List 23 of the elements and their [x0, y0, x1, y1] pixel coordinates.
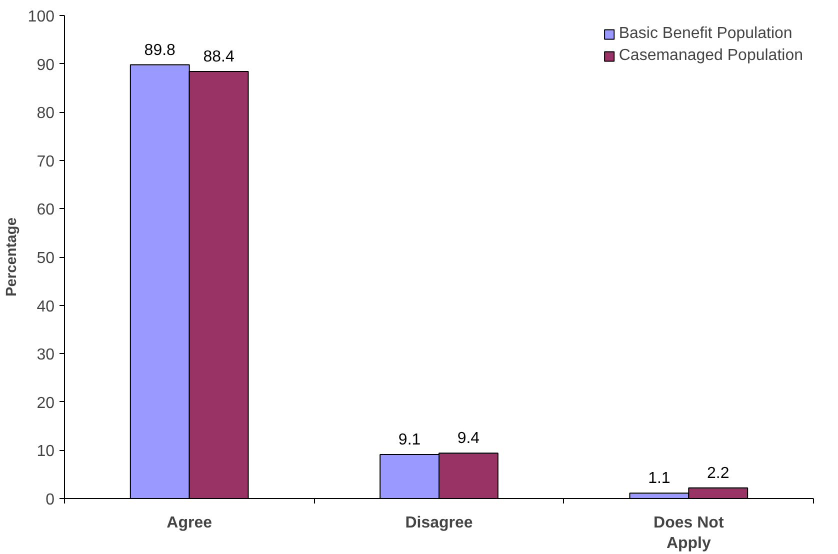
y-tick-label: 0: [46, 492, 55, 508]
y-axis-title: Percentage: [4, 217, 20, 297]
y-tick-label: 10: [36, 443, 55, 460]
y-tick-label: 20: [36, 394, 55, 412]
data-label: 9.1: [398, 432, 421, 449]
x-tick-label: Does Not Apply: [654, 514, 724, 552]
data-label: 9.4: [457, 430, 480, 448]
legend-label: Casemanaged Population: [618, 47, 803, 65]
y-tick-label: 100: [28, 8, 55, 26]
data-label: 2.2: [707, 464, 730, 482]
y-tick-label: 80: [36, 105, 55, 122]
y-tick-label: 40: [36, 298, 55, 316]
y-tick-label: 30: [36, 346, 55, 364]
y-tick-label: 60: [36, 202, 55, 219]
y-tick-label: 90: [36, 56, 55, 74]
legend-label: Basic Benefit Population: [618, 25, 792, 43]
data-label: 1.1: [648, 470, 670, 488]
y-tick-label: 70: [36, 153, 55, 170]
x-tick-label: Disagree: [405, 514, 473, 532]
x-tick-label: Agree: [166, 514, 212, 532]
data-label: 88.4: [203, 48, 234, 66]
data-label: 89.8: [144, 42, 176, 59]
y-tick-label: 50: [36, 250, 55, 267]
